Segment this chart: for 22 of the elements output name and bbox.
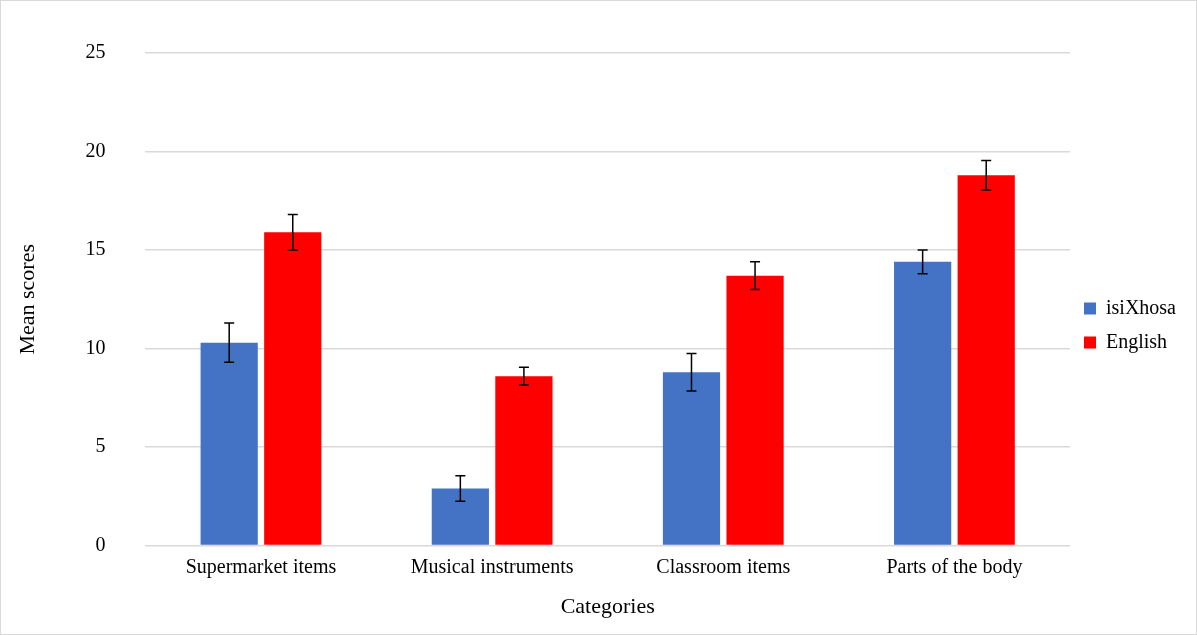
x-tick-label: Classroom items [656,554,791,577]
legend-label: English [1106,329,1168,353]
y-tick-label: 5 [95,434,106,457]
y-axis-title: Mean scores [13,244,39,355]
bar [495,376,553,545]
bar [431,488,489,545]
y-tick-label: 25 [85,40,106,63]
y-tick-label: 20 [85,138,106,161]
bar [264,232,322,545]
legend-label: isiXhosa [1106,295,1177,318]
bar [894,261,952,545]
bar [662,372,721,545]
x-axis-title: Categories [560,592,655,618]
y-tick-label: 0 [95,532,106,555]
y-tick-label: 10 [85,335,106,358]
bar [200,342,258,545]
y-tick-label: 15 [85,237,106,260]
x-tick-label: Musical instruments [410,554,574,577]
x-tick-label: Parts of the body [886,554,1023,578]
bar [726,275,784,545]
bar [957,175,1015,545]
x-tick-label: Supermarket items [185,554,337,578]
